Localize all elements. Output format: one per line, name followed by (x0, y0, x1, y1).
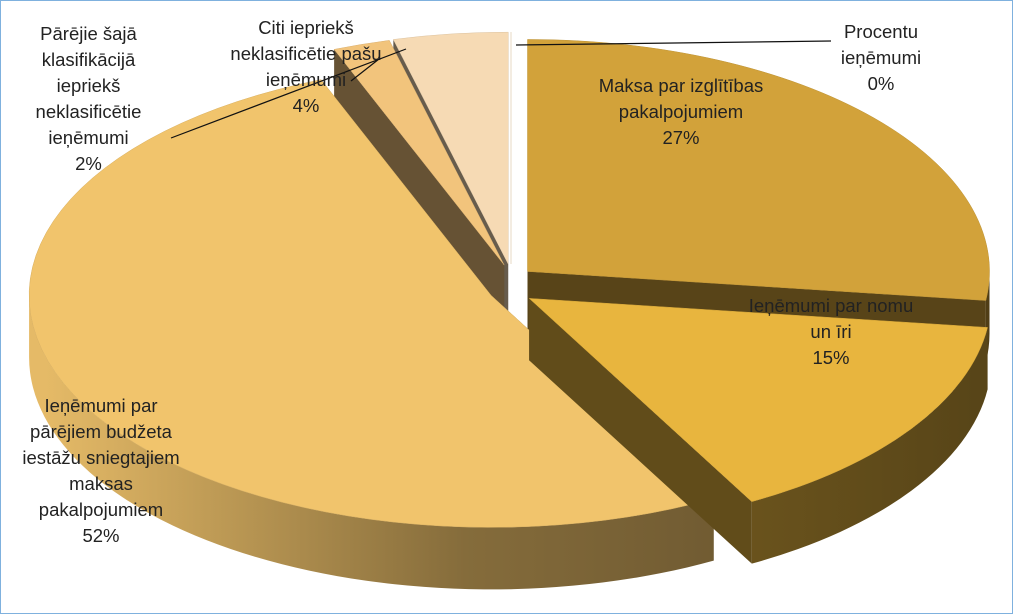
value-label: 4% (292, 95, 320, 116)
slice (528, 298, 988, 502)
slice (527, 39, 990, 301)
value-label: 52% (82, 525, 120, 546)
data-label: Pārējie šajā klasifikācijā iepriekš nekl… (11, 21, 166, 177)
category-label: Maksa par izglītības pakalpojumiem (598, 75, 764, 122)
value-label: 2% (75, 153, 102, 174)
leader-line (350, 58, 380, 82)
slice (392, 31, 509, 265)
slice-wall (334, 49, 505, 328)
data-label: Citi iepriekš neklasificētie pašu ieņēmu… (216, 15, 396, 119)
category-label: Ieņēmumi par nomu un īri (748, 295, 914, 342)
slice-wall (529, 298, 752, 564)
category-label: Pārējie šajā klasifikācijā iepriekš nekl… (35, 23, 142, 148)
data-label: Ieņēmumi par nomu un īri 15% (741, 293, 921, 371)
leader-line (515, 40, 832, 46)
data-label: Maksa par izglītības pakalpojumiem 27% (591, 73, 771, 151)
data-label: Ieņēmumi par pārējiem budžeta iestāžu sn… (11, 393, 191, 549)
category-label: Citi iepriekš neklasificētie pašu ieņēmu… (230, 17, 382, 90)
slice (528, 298, 988, 564)
leader-line (170, 48, 407, 139)
category-label: Procentu ieņēmumi (840, 21, 922, 68)
slice (28, 79, 715, 528)
slice-side (751, 327, 988, 564)
data-label: Procentu ieņēmumi 0% (806, 19, 956, 97)
value-label: 15% (812, 347, 850, 368)
category-label: Ieņēmumi par pārējiem budžeta iestāžu sn… (22, 395, 180, 520)
value-label: 0% (867, 73, 895, 94)
slice (333, 40, 505, 266)
slice (333, 40, 505, 328)
value-label: 27% (662, 127, 700, 148)
slice-side (29, 295, 714, 590)
